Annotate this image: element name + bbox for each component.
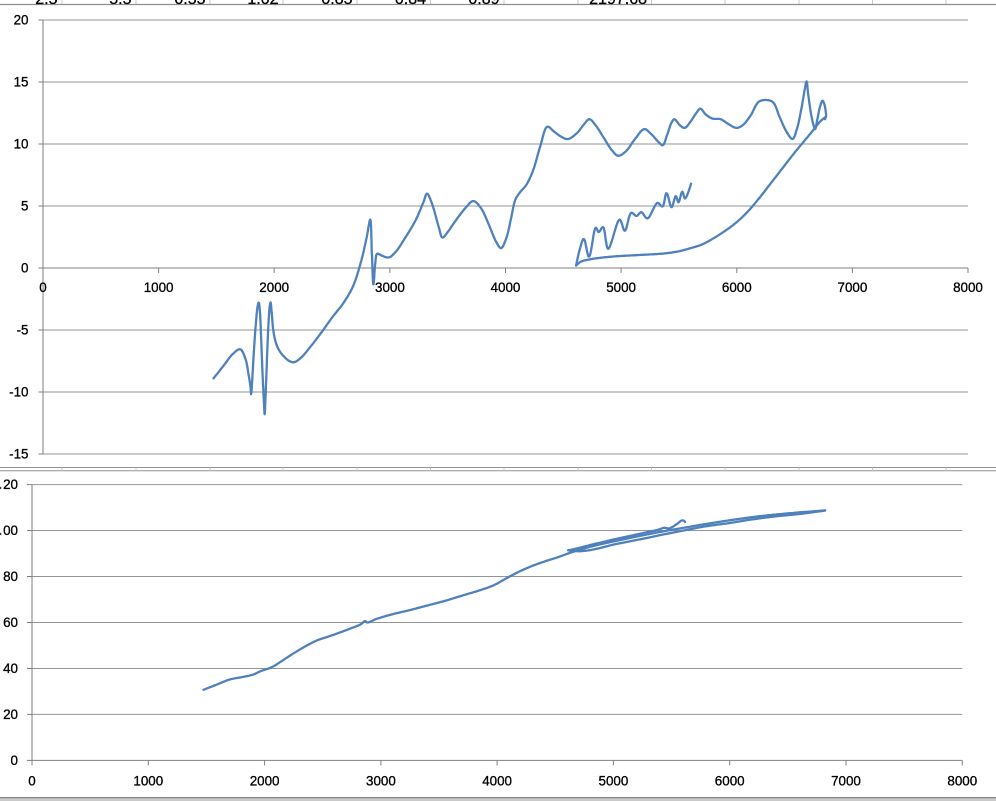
svg-text:-15: -15 xyxy=(9,447,28,462)
svg-text:0: 0 xyxy=(28,774,35,789)
svg-text:20: 20 xyxy=(3,477,18,492)
svg-text:0: 0 xyxy=(11,753,18,768)
svg-text:5000: 5000 xyxy=(606,280,636,295)
svg-text:-10: -10 xyxy=(9,385,28,400)
svg-text:20: 20 xyxy=(14,13,29,28)
svg-text:8000: 8000 xyxy=(953,280,983,295)
svg-text:5.5: 5.5 xyxy=(109,0,131,8)
svg-text:60: 60 xyxy=(3,615,18,630)
svg-text:0.89: 0.89 xyxy=(468,0,499,8)
svg-text:2000: 2000 xyxy=(250,774,280,789)
svg-text:2197.68: 2197.68 xyxy=(589,0,647,8)
svg-text:2000: 2000 xyxy=(259,280,289,295)
svg-text:4000: 4000 xyxy=(491,280,521,295)
svg-text:7000: 7000 xyxy=(831,774,861,789)
svg-text:10: 10 xyxy=(14,137,29,152)
svg-text:0.55: 0.55 xyxy=(174,0,205,8)
svg-text:3000: 3000 xyxy=(375,280,405,295)
svg-text:1000: 1000 xyxy=(133,774,163,789)
svg-text:7000: 7000 xyxy=(838,280,868,295)
svg-text:0.84: 0.84 xyxy=(395,0,426,8)
svg-text:6000: 6000 xyxy=(722,280,752,295)
svg-text:40: 40 xyxy=(3,661,18,676)
svg-text:4000: 4000 xyxy=(482,774,512,789)
svg-text:20: 20 xyxy=(3,707,18,722)
svg-text:2.5: 2.5 xyxy=(35,0,57,8)
svg-text:8000: 8000 xyxy=(947,774,977,789)
svg-text:0: 0 xyxy=(21,261,28,276)
svg-text:6000: 6000 xyxy=(715,774,745,789)
svg-text:1.02: 1.02 xyxy=(247,0,278,8)
svg-text:15: 15 xyxy=(14,75,29,90)
svg-text:80: 80 xyxy=(3,569,18,584)
svg-text:3000: 3000 xyxy=(366,774,396,789)
svg-text:00: 00 xyxy=(3,523,18,538)
svg-text:0.85: 0.85 xyxy=(321,0,352,8)
svg-text:-5: -5 xyxy=(17,323,29,338)
svg-text:1000: 1000 xyxy=(144,280,174,295)
svg-text:5: 5 xyxy=(21,199,28,214)
svg-text:5000: 5000 xyxy=(599,774,629,789)
svg-text:0: 0 xyxy=(39,280,46,295)
